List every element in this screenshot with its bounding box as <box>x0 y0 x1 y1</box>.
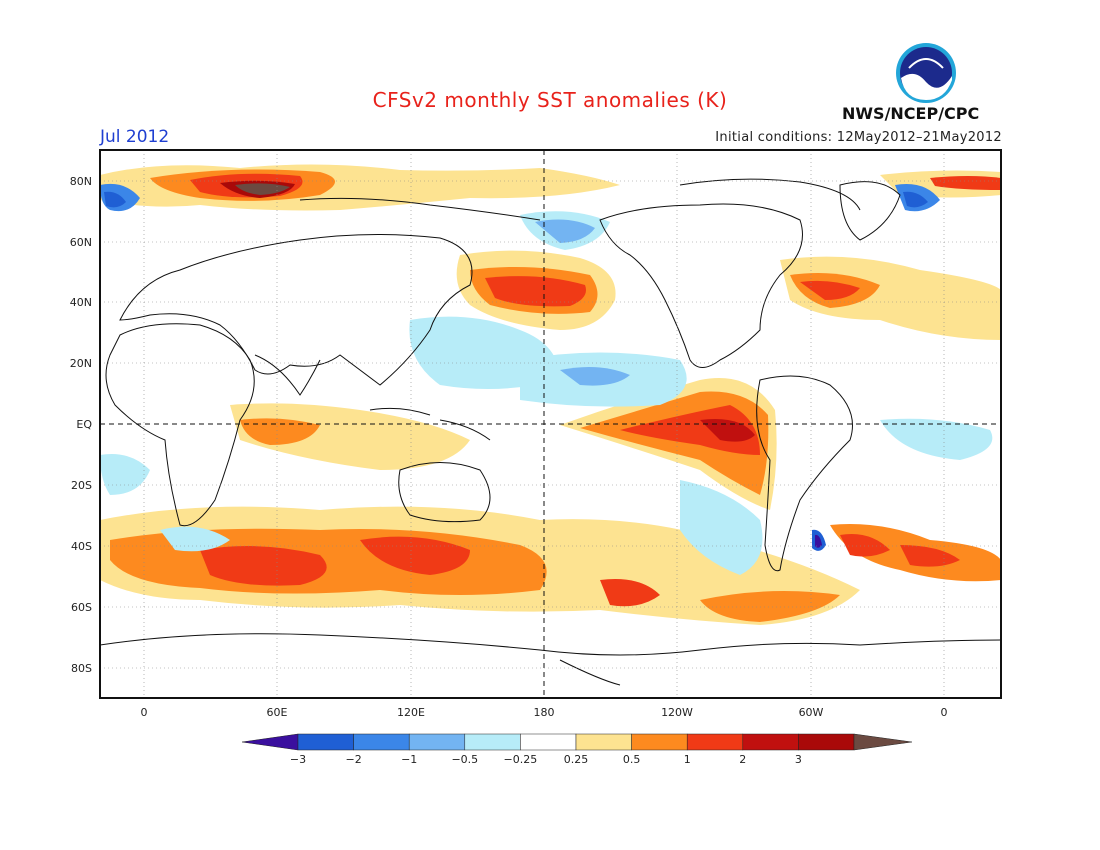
lon-label: 60W <box>799 706 824 719</box>
colorbar-tick-label: −3 <box>290 753 306 766</box>
colorbar-swatch <box>297 733 354 751</box>
map-frame <box>99 149 1002 699</box>
colorbar-tick-label: 0.25 <box>564 753 589 766</box>
latitude-labels: 80N 60N 40N 20N EQ 20S 40S 60S 80S <box>70 175 93 675</box>
lat-label: 20N <box>70 357 92 370</box>
graticule <box>100 150 1001 698</box>
longitude-labels: 0 60E 120E 180 120W 60W 0 <box>141 706 948 719</box>
colorbar-tick-label: 3 <box>795 753 802 766</box>
colorbar-tick-label: −0.25 <box>504 753 538 766</box>
colorbar-swatch <box>464 733 521 751</box>
lon-label: 180 <box>534 706 555 719</box>
colorbar-arrow-high <box>853 733 913 751</box>
colorbar-swatch <box>520 733 577 751</box>
colorbar-tick-label: −0.5 <box>451 753 478 766</box>
agency-label: NWS/NCEP/CPC <box>842 104 980 123</box>
colorbar-swatch <box>408 733 466 751</box>
lat-label: EQ <box>76 418 92 431</box>
lon-label: 120W <box>661 706 693 719</box>
lon-label: 60E <box>267 706 288 719</box>
lat-label: 80S <box>71 662 92 675</box>
colorbar-swatch <box>798 733 855 751</box>
colorbar-tick-label: −2 <box>345 753 361 766</box>
colorbar-swatch <box>742 733 799 751</box>
valid-month-label: Jul 2012 <box>100 127 170 147</box>
colorbar-tick-label: 0.5 <box>623 753 641 766</box>
noaa-logo <box>896 43 956 103</box>
colorbar-arrow-low <box>241 733 299 751</box>
colorbar-swatch <box>631 733 688 751</box>
lon-label: 0 <box>941 706 948 719</box>
lat-label: 40S <box>71 540 92 553</box>
colorbar-swatch <box>686 733 744 751</box>
coastlines <box>100 178 1001 686</box>
lat-label: 20S <box>71 479 92 492</box>
lon-label: 0 <box>141 706 148 719</box>
lat-label: 60S <box>71 601 92 614</box>
colorbar-tick-label: 1 <box>684 753 691 766</box>
colorbar-swatch <box>353 733 410 751</box>
colorbar: −3 −2 −1 −0.5 −0.25 0.25 0.5 1 2 3 <box>241 733 913 766</box>
colorbar-tick-label: 2 <box>739 753 746 766</box>
colorbar-tick-label: −1 <box>401 753 417 766</box>
anomaly-field <box>100 164 1001 686</box>
lat-label: 80N <box>70 175 92 188</box>
colorbar-swatch <box>575 733 632 751</box>
map-title: CFSv2 monthly SST anomalies (K) <box>372 88 728 112</box>
initial-conditions-label: Initial conditions: 12May2012–21May2012 <box>715 130 1002 145</box>
lon-label: 120E <box>397 706 425 719</box>
lat-label: 60N <box>70 236 92 249</box>
lat-label: 40N <box>70 296 92 309</box>
